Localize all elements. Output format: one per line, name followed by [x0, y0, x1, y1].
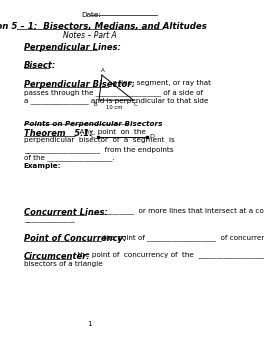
Text: Example:: Example:	[24, 163, 61, 169]
Text: the point of ___________________  of concurrent lines: the point of ___________________ of conc…	[101, 234, 264, 241]
Text: Date:: Date:	[81, 12, 101, 18]
Text: of the __________________.: of the __________________.	[24, 154, 115, 161]
Text: ____________  or more lines that intersect at a common: ____________ or more lines that intersec…	[86, 208, 264, 214]
Text: passes through the __________________ of a side of: passes through the __________________ of…	[24, 89, 203, 96]
Text: the point of  concurrency of  the  _____________________: the point of concurrency of the ________…	[71, 252, 264, 258]
Text: 1: 1	[87, 321, 92, 327]
Text: C: C	[134, 102, 138, 107]
Text: Concurrent Lines:: Concurrent Lines:	[24, 208, 108, 217]
Text: Points on Perpendicular Bisectors: Points on Perpendicular Bisectors	[24, 120, 162, 127]
Text: ______________: ______________	[24, 217, 74, 223]
Text: perpendicular  bisector  of  a  segment  is: perpendicular bisector of a segment is	[24, 137, 175, 143]
Text: Bisect:: Bisect:	[24, 61, 56, 70]
Text: B: B	[93, 102, 97, 107]
Text: Section 5 – 1:  Bisectors, Medians, and Altitudes: Section 5 – 1: Bisectors, Medians, and A…	[0, 23, 207, 31]
Text: Point of Concurrency:: Point of Concurrency:	[24, 234, 126, 243]
Text: bisectors of a triangle: bisectors of a triangle	[24, 261, 103, 267]
Text: A: A	[101, 69, 104, 73]
Text: Perpendicular Bisector:: Perpendicular Bisector:	[24, 80, 135, 89]
Text: 10 cm: 10 cm	[106, 105, 123, 109]
Text: _____________________  from the endpoints: _____________________ from the endpoints	[24, 146, 173, 153]
Text: Any  point  on  the: Any point on the	[75, 129, 146, 135]
Text: D: D	[149, 134, 154, 139]
Text: a ________________ and is perpendicular to that side: a ________________ and is perpendicular …	[24, 98, 208, 104]
Text: a line, segment, or ray that: a line, segment, or ray that	[108, 80, 211, 86]
Text: Notes – Part A: Notes – Part A	[63, 31, 116, 40]
Text: Theorem   5.1:: Theorem 5.1:	[24, 129, 92, 137]
Text: Perpendicular Lines:: Perpendicular Lines:	[24, 43, 121, 51]
Text: Circumcenter:: Circumcenter:	[24, 252, 91, 261]
Text: C: C	[91, 134, 95, 139]
